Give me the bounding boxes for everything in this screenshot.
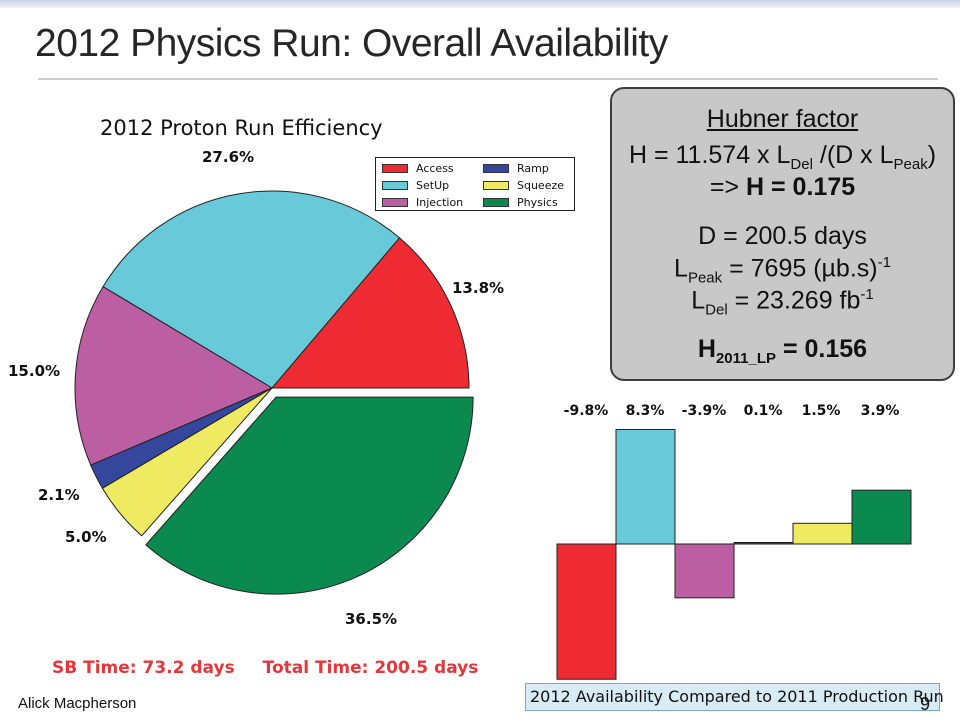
pie-slice-injection [74, 285, 274, 466]
legend-label-squeeze: Squeeze [517, 178, 565, 192]
pie-chart-title: 2012 Proton Run Efficiency [100, 116, 383, 140]
legend-swatch-access [382, 163, 408, 173]
bar-label-ramp: 0.1% [743, 403, 783, 419]
hubner-factor-box: Hubner factor H = 11.574 x LDel /(D x LP… [610, 87, 955, 381]
hubner-2011-value: = 0.156 [776, 335, 868, 363]
pie-label-squeeze: 5.0% [65, 528, 107, 546]
pie-legend: Access SetUp Injection Ramp Squeeze Phys… [375, 157, 575, 211]
hubner-formula-rhs: ) [927, 141, 937, 169]
hubner-result-prefix: => [709, 173, 747, 201]
hubner-formula-sub-peak: Peak [893, 156, 928, 173]
legend-item-setup: SetUp [382, 178, 449, 192]
bar-setup [615, 428, 676, 545]
hubner-ldel: LDel = 23.269 fb-1 [612, 286, 953, 318]
pie-slice-setup [102, 190, 401, 389]
bar-access [556, 543, 617, 680]
legend-label-injection: Injection [416, 195, 464, 209]
slide-title: 2012 Physics Run: Overall Availability [35, 22, 668, 65]
pie-slice-access [270, 237, 470, 389]
hubner-ldel-symbol: L [691, 286, 706, 315]
total-time-text: Total Time: 200.5 days [262, 658, 479, 678]
legend-swatch-ramp [483, 163, 509, 173]
hubner-formula-lhs: H = 11.574 x L [628, 141, 791, 169]
hubner-lpeak-sub: Peak [687, 269, 723, 287]
hubner-ldel-sup: -1 [860, 286, 874, 303]
hubner-formula: H = 11.574 x LDel /(D x LPeak) [612, 141, 953, 173]
pie-label-ramp: 2.1% [38, 486, 80, 504]
hubner-result: => H = 0.175 [612, 173, 953, 202]
legend-item-injection: Injection [382, 195, 463, 209]
hubner-title: Hubner factor [706, 105, 859, 133]
bar-ramp [733, 542, 794, 545]
sb-time-text: SB Time: 73.2 days [52, 658, 235, 678]
title-divider [38, 78, 938, 80]
hubner-formula-sub-del: Del [790, 156, 813, 173]
pie-label-injection: 15.0% [8, 362, 61, 380]
pie-summary: SB Time: 73.2 days Total Time: 200.5 day… [52, 658, 478, 678]
hubner-2011: H2011_LP = 0.156 [612, 335, 953, 367]
hubner-result-value: H = 0.175 [746, 173, 856, 201]
bar-label-physics: 3.9% [860, 403, 900, 419]
legend-label-setup: SetUp [416, 178, 450, 192]
legend-item-squeeze: Squeeze [483, 178, 564, 192]
legend-label-physics: Physics [517, 195, 558, 209]
hubner-lpeak: LPeak = 7695 (µb.s)-1 [612, 254, 953, 286]
legend-swatch-injection [382, 197, 408, 207]
hubner-ldel-sub: Del [705, 301, 728, 319]
hubner-lpeak-value: = 7695 (µb.s) [722, 254, 878, 283]
top-decorative-strip [0, 0, 960, 8]
bar-squeeze [792, 522, 853, 545]
legend-item-access: Access [382, 161, 454, 175]
legend-item-physics: Physics [483, 195, 558, 209]
bar-chart-caption: 2012 Availability Compared to 2011 Produ… [525, 683, 944, 711]
hubner-lpeak-sup: -1 [877, 254, 891, 271]
pie-slice-squeeze [101, 387, 273, 537]
pie-label-physics: 36.5% [345, 610, 398, 628]
pie-label-access: 13.8% [452, 279, 505, 297]
legend-swatch-physics [483, 197, 509, 207]
bar-label-injection: -3.9% [681, 403, 727, 419]
hubner-lpeak-symbol: L [674, 254, 688, 283]
bar-injection [674, 543, 735, 599]
legend-item-ramp: Ramp [483, 161, 549, 175]
legend-label-access: Access [416, 161, 454, 175]
bar-label-squeeze: 1.5% [801, 403, 841, 419]
bar-label-access: -9.8% [563, 403, 609, 419]
bar-label-setup: 8.3% [625, 403, 665, 419]
legend-swatch-squeeze [483, 180, 509, 190]
legend-label-ramp: Ramp [517, 161, 549, 175]
pie-slice-physics [145, 396, 474, 595]
pie-label-setup: 27.6% [202, 148, 255, 166]
hubner-2011-symbol: H [697, 335, 716, 363]
footer-author: Alick Macpherson [18, 695, 137, 712]
hubner-ldel-value: = 23.269 fb [727, 286, 861, 315]
hubner-duration: D = 200.5 days [698, 222, 867, 250]
hubner-2011-sub: 2011_LP [715, 350, 777, 367]
bar-physics [851, 489, 912, 545]
legend-swatch-setup [382, 180, 408, 190]
page-number: 9 [920, 694, 931, 714]
hubner-formula-mid: /(D x L [812, 141, 894, 169]
